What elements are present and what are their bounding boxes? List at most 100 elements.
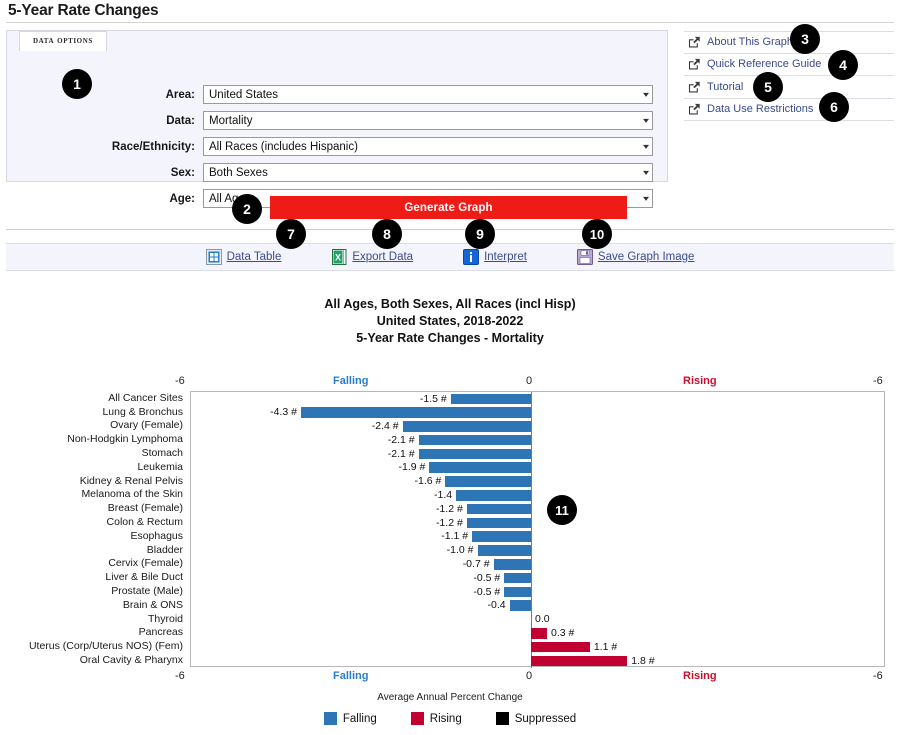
axis-bottom-right-value: -6	[873, 670, 883, 682]
resource-link-label[interactable]: About This Graph	[707, 36, 794, 49]
bar-row: 0.3 #	[191, 627, 886, 641]
category-label: Thyroid	[147, 612, 183, 625]
resource-link-data-use-restrictions[interactable]: Data Use Restrictions	[684, 99, 894, 121]
legend-swatch	[495, 712, 509, 725]
select-area[interactable]: United States ▾	[203, 85, 653, 104]
resource-links: About This Graph Quick Reference Guide Tut…	[684, 31, 894, 121]
floppy-disk-save-icon	[576, 249, 593, 265]
bar-value-label: -1.2 #	[435, 516, 463, 529]
category-label: Lung & Bronchus	[102, 405, 183, 418]
axis-bottom-rising-label: Rising	[683, 670, 717, 682]
bar-value-label: -1.9 #	[398, 461, 426, 474]
rate-change-bar-chart: -6 Falling 0 Rising -6 All Cancer Sites L…	[0, 374, 900, 725]
bar-value-label: -0.5 #	[473, 571, 501, 584]
callout-badge-11: 11	[547, 495, 577, 525]
bar-falling	[402, 421, 531, 432]
bar-falling	[429, 462, 531, 473]
bar-falling	[504, 586, 531, 598]
zero-baseline	[531, 392, 532, 668]
category-label: Kidney & Renal Pelvis	[79, 474, 183, 487]
callout-badge-6: 6	[819, 92, 849, 122]
bar-value-label: -0.4	[487, 599, 506, 612]
axis-top-center-value: 0	[526, 375, 533, 387]
bar-value-label: -0.7 #	[462, 558, 490, 571]
category-label: Melanoma of the Skin	[81, 488, 183, 501]
bar-value-label: -1.4	[434, 489, 453, 502]
chevron-down-icon: ▾	[642, 141, 650, 151]
category-label: Bladder	[146, 543, 183, 556]
bar-row: -1.5 #	[191, 392, 886, 406]
chevron-down-icon: ▾	[642, 89, 650, 99]
bar-falling	[466, 503, 531, 515]
legend-swatch	[323, 712, 337, 725]
resource-link-label[interactable]: Data Use Restrictions	[707, 103, 814, 116]
chart-title-line-1: All Ages, Both Sexes, All Races (incl Hi…	[324, 297, 576, 311]
axis-top-right-value: -6	[873, 375, 883, 387]
field-label: Race/Ethnicity:	[111, 140, 195, 153]
select-raceethnicity[interactable]: All Races (includes Hispanic) ▾	[203, 137, 653, 156]
resource-link-tutorial[interactable]: Tutorial	[684, 76, 894, 99]
bar-row: -1.4	[191, 489, 886, 503]
bar-falling	[445, 476, 531, 487]
select-sex[interactable]: Both Sexes ▾	[203, 163, 653, 182]
bar-row: -0.5 #	[191, 585, 886, 599]
bar-value-label: -4.3 #	[270, 406, 297, 419]
select-data[interactable]: Mortality ▾	[203, 111, 653, 130]
category-label: Oral Cavity & Pharynx	[79, 654, 183, 667]
bar-value-label: -1.5 #	[419, 392, 447, 405]
callout-badge-4: 4	[828, 50, 858, 80]
bar-value-label: -1.6 #	[414, 475, 442, 488]
bar-row: -2.1 #	[191, 433, 886, 447]
bar-falling	[472, 531, 531, 542]
category-label: Esophagus	[130, 529, 183, 542]
resource-link-about-this-graph[interactable]: About This Graph	[684, 31, 894, 54]
bar-falling	[456, 490, 531, 501]
resource-link-label[interactable]: Quick Reference Guide	[707, 58, 822, 71]
bar-rising	[531, 641, 590, 653]
chevron-down-icon: ▾	[642, 115, 650, 125]
chart-legend: Falling Rising Suppressed	[0, 712, 900, 725]
toolbar-export-data-button[interactable]: X Export Data	[331, 249, 413, 265]
bar-value-label: 0.3 #	[551, 627, 575, 640]
data-options-tab[interactable]: Data Options	[19, 31, 107, 51]
page-title: 5-Year Rate Changes	[8, 2, 159, 19]
category-label: Leukemia	[137, 460, 183, 473]
toolbar-interpret-button[interactable]: Interpret	[463, 249, 527, 265]
bar-row: -1.1 #	[191, 530, 886, 544]
bar-falling	[300, 407, 531, 418]
bar-row: -0.5 #	[191, 571, 886, 585]
external-link-icon	[688, 81, 700, 93]
category-label: Pancreas	[138, 626, 183, 639]
bar-row: -1.2 #	[191, 516, 886, 530]
action-toolbar: Data Table X Export Data Interpret Save Grap…	[6, 243, 894, 271]
bar-rising	[531, 628, 548, 639]
category-label: Cervix (Female)	[108, 557, 183, 570]
resource-link-label[interactable]: Tutorial	[707, 80, 744, 93]
chevron-down-icon: ▾	[642, 193, 650, 203]
legend-swatch	[410, 712, 424, 725]
bar-falling	[493, 559, 531, 570]
callout-badge-7: 7	[276, 219, 306, 249]
chart-title-line-2: United States, 2018-2022	[376, 314, 524, 328]
bar-value-label: 0.0	[535, 613, 550, 626]
x-axis-title: Average Annual Percent Change	[377, 692, 523, 703]
bar-falling	[418, 434, 531, 446]
category-label: Stomach	[141, 447, 183, 460]
generate-graph-button[interactable]: Generate Graph	[270, 196, 627, 219]
external-link-icon	[688, 59, 700, 70]
resource-link-quick-reference-guide[interactable]: Quick Reference Guide	[684, 54, 894, 76]
category-label: Ovary (Female)	[110, 419, 183, 432]
form-row-data: Data: Mortality ▾	[7, 109, 669, 132]
category-label: Colon & Rectum	[106, 516, 183, 529]
field-label: Sex:	[170, 166, 195, 179]
bar-row: 0.0	[191, 613, 886, 627]
bar-value-label: 1.1 #	[593, 640, 618, 653]
bar-row: -0.7 #	[191, 558, 886, 572]
toolbar-data-table-button[interactable]: Data Table	[205, 249, 281, 265]
bar-row: -1.6 #	[191, 475, 886, 489]
legend-item-rising: Rising	[410, 712, 462, 725]
category-label: Liver & Bile Duct	[105, 571, 183, 584]
bar-value-label: 1.8 #	[631, 654, 655, 667]
toolbar-save-graph-image-button[interactable]: Save Graph Image	[576, 249, 694, 265]
bar-falling	[504, 572, 531, 584]
